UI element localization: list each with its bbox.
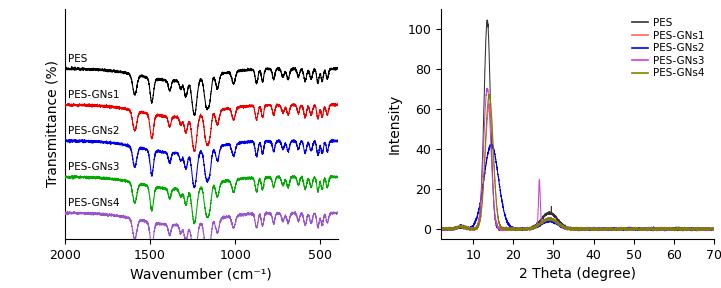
X-axis label: 2 Theta (degree): 2 Theta (degree) [519,267,636,281]
X-axis label: Wavenumber (cm⁻¹): Wavenumber (cm⁻¹) [131,267,272,281]
Y-axis label: Intensity: Intensity [388,94,402,154]
Text: PES-GNs4: PES-GNs4 [68,198,120,208]
Text: PES-GNs2: PES-GNs2 [68,126,120,136]
Text: PES-GNs3: PES-GNs3 [68,162,120,172]
Legend: PES, PES-GNs1, PES-GNs2, PES-GNs3, PES-GNs4: PES, PES-GNs1, PES-GNs2, PES-GNs3, PES-G… [628,14,709,83]
Y-axis label: Transmittance (%): Transmittance (%) [45,60,59,187]
Text: PES: PES [68,54,88,64]
Text: PES-GNs1: PES-GNs1 [68,90,120,100]
